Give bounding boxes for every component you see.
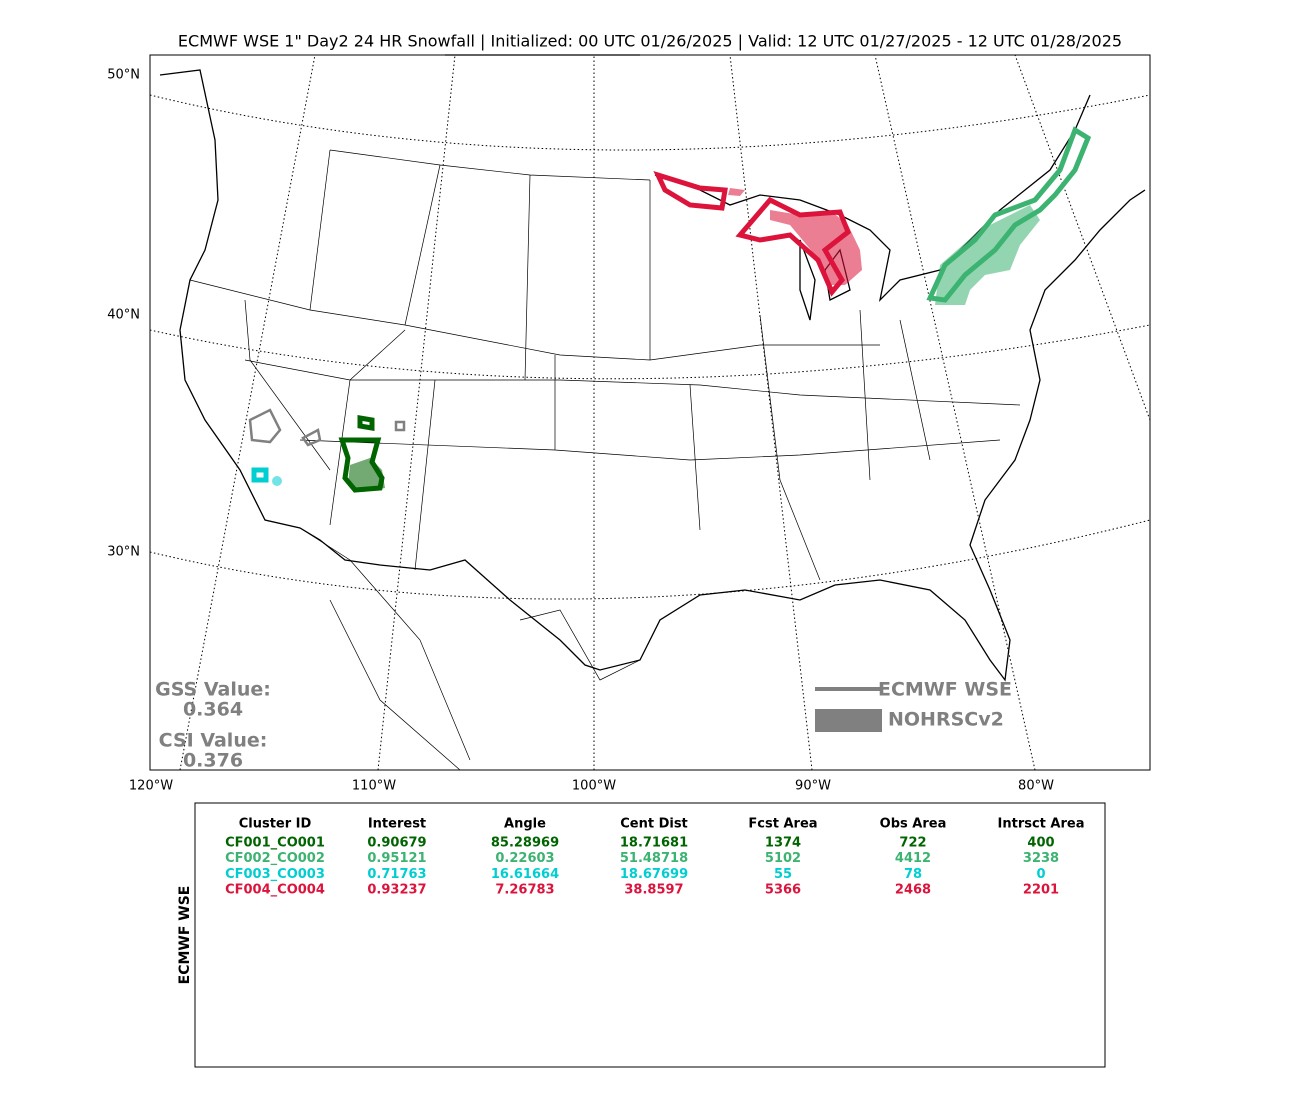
border	[654, 94, 1091, 302]
table-cell: 1374	[765, 836, 801, 851]
csi-label: CSI Value:	[159, 730, 268, 752]
legend-observed: NOHRSCv2	[888, 709, 1004, 731]
table-side-label: ECMWF WSE	[177, 886, 193, 985]
fcst-outline	[248, 408, 406, 447]
column-header: Intrsct Area	[998, 817, 1085, 832]
table-cell: 38.8597	[624, 883, 683, 898]
coastline	[159, 69, 1146, 682]
lon-label: 90°W	[795, 779, 831, 794]
csi-value: 0.376	[183, 750, 243, 772]
table-cell: CF004_CO004	[225, 883, 325, 898]
title: ECMWF WSE 1" Day2 24 HR Snowfall | Initi…	[178, 32, 1122, 51]
fcst-outline	[926, 126, 1092, 303]
table-cell: 78	[904, 867, 922, 882]
lon-labels: 120°W 110°W 100°W 90°W 80°W	[129, 779, 1054, 794]
table-cell: 0.71763	[367, 867, 426, 882]
lat-label: 50°N	[107, 68, 140, 83]
table-cell: 16.61664	[491, 867, 559, 882]
table-cell: CF001_CO001	[225, 836, 325, 851]
legend-swatch	[815, 709, 882, 732]
gss-value: 0.364	[183, 699, 243, 721]
meridian	[179, 54, 316, 771]
column-header: Interest	[368, 817, 426, 832]
table-cell: 722	[899, 836, 926, 851]
legend-forecast: ECMWF WSE	[878, 679, 1012, 701]
table-cell: 2201	[1023, 883, 1059, 898]
lon-label: 120°W	[129, 779, 173, 794]
table-cell: 5366	[765, 883, 801, 898]
table-cell: 0.95121	[367, 851, 426, 866]
state-borders	[189, 149, 1021, 581]
column-header: Fcst Area	[748, 817, 817, 832]
table-cell: 85.28969	[491, 836, 559, 851]
table-cell: 4412	[895, 851, 931, 866]
lon-label: 100°W	[572, 779, 616, 794]
lon-label: 80°W	[1018, 779, 1054, 794]
table: Cluster ID Interest Angle Cent Dist Fcst Are…	[225, 817, 1084, 898]
meridian	[1014, 54, 1151, 421]
table-cell: 55	[774, 867, 792, 882]
lat-label: 30°N	[107, 545, 140, 560]
table-cell: 7.26783	[495, 883, 554, 898]
table-cell: 0.90679	[367, 836, 426, 851]
map-frame	[149, 54, 1151, 771]
table-cell: 0	[1036, 867, 1045, 882]
table-cell: 18.67699	[620, 867, 688, 882]
column-header: Cent Dist	[620, 817, 688, 832]
lat-labels: 50°N 40°N 30°N	[107, 68, 140, 560]
obs-area	[272, 476, 282, 486]
lat-label: 40°N	[107, 308, 140, 323]
table-frame	[194, 802, 1106, 1068]
fcst-outline	[251, 467, 269, 483]
map: 50°N 40°N 30°N 120°W 110°W 100°W 90°W 80°W GSS…	[107, 54, 1151, 794]
fcst-outline	[653, 170, 852, 297]
column-header: Obs Area	[880, 817, 947, 832]
lon-label: 110°W	[352, 779, 396, 794]
table-cell: 0.22603	[495, 851, 554, 866]
mexico-borders	[299, 527, 641, 771]
table-cell: 51.48718	[620, 851, 688, 866]
table-cell: 400	[1027, 836, 1054, 851]
parallel	[149, 519, 1151, 600]
table-cell: 18.71681	[620, 836, 688, 851]
table-cell: 0.93237	[367, 883, 426, 898]
fcst-outline	[338, 415, 385, 493]
table-cell: 3238	[1023, 851, 1059, 866]
table-cell: CF003_CO003	[225, 867, 325, 882]
table-cell: 2468	[895, 883, 931, 898]
table-cell: CF002_CO002	[225, 851, 325, 866]
column-header: Cluster ID	[239, 817, 312, 832]
parallel	[149, 94, 1151, 151]
gss-label: GSS Value:	[155, 679, 271, 701]
fcst-clusters	[248, 126, 1092, 493]
table-cell: 5102	[765, 851, 801, 866]
column-header: Angle	[504, 817, 546, 832]
